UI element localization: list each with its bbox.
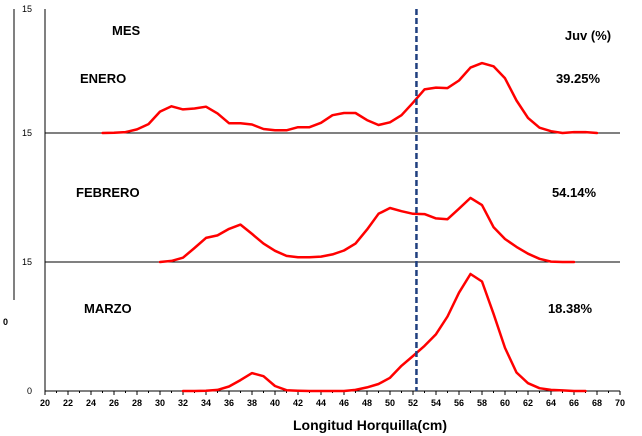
series-line-marzo	[181, 272, 587, 393]
y-tick-label: 15	[22, 257, 32, 267]
series-layer	[101, 61, 599, 393]
series-line-febrero	[158, 196, 576, 264]
x-tick-label: 46	[339, 398, 349, 408]
x-tick-label: 60	[500, 398, 510, 408]
x-tick-label: 30	[155, 398, 165, 408]
x-tick-label: 24	[86, 398, 96, 408]
x-tick-label: 48	[362, 398, 372, 408]
panel-separators	[45, 132, 620, 263]
series-line-enero	[101, 61, 599, 135]
panel-labels: ENERO 39.25% FEBRERO 54.14% MARZO 18.38%	[76, 71, 600, 316]
y-tick-label: 0	[27, 386, 32, 396]
x-tick-label: 28	[132, 398, 142, 408]
y-axis-tick-labels: 15 15 15 0	[22, 4, 32, 396]
x-tick-label: 40	[270, 398, 280, 408]
x-tick-label: 26	[109, 398, 119, 408]
x-tick-label: 38	[247, 398, 257, 408]
panel-juv-percent: 54.14%	[552, 185, 597, 200]
x-tick-label: 70	[615, 398, 625, 408]
panel-juv-percent: 39.25%	[556, 71, 601, 86]
x-tick-label: 58	[477, 398, 487, 408]
panel-month-label: FEBRERO	[76, 185, 140, 200]
header-left-label: MES	[112, 23, 141, 38]
x-tick-label: 32	[178, 398, 188, 408]
panel-juv-percent: 18.38%	[548, 301, 593, 316]
x-tick-label: 54	[431, 398, 441, 408]
y-tick-label: 15	[22, 128, 32, 138]
x-tick-label: 64	[546, 398, 556, 408]
x-tick-label: 20	[40, 398, 50, 408]
x-tick-label: 34	[201, 398, 211, 408]
x-tick-label: 68	[592, 398, 602, 408]
x-axis-label: Longitud Horquilla(cm)	[293, 417, 447, 433]
plot-frame	[13, 9, 620, 392]
left-edge-fragment: 0	[3, 317, 8, 327]
x-tick-label: 52	[408, 398, 418, 408]
x-tick-label: 66	[569, 398, 579, 408]
x-axis-ticks: 20 22 24 26 28 30 32 34 36 38 40 42 44 46 48 50 52 54 56 58…	[40, 391, 625, 408]
header-right-label: Juv (%)	[565, 28, 611, 43]
x-tick-label: 42	[293, 398, 303, 408]
x-tick-label: 50	[385, 398, 395, 408]
x-tick-label: 22	[63, 398, 73, 408]
y-tick-label: 15	[22, 4, 32, 14]
panel-month-label: ENERO	[80, 71, 126, 86]
panel-month-label: MARZO	[84, 301, 132, 316]
x-tick-label: 62	[523, 398, 533, 408]
x-tick-label: 36	[224, 398, 234, 408]
x-tick-label: 56	[454, 398, 464, 408]
x-tick-label: 44	[316, 398, 326, 408]
